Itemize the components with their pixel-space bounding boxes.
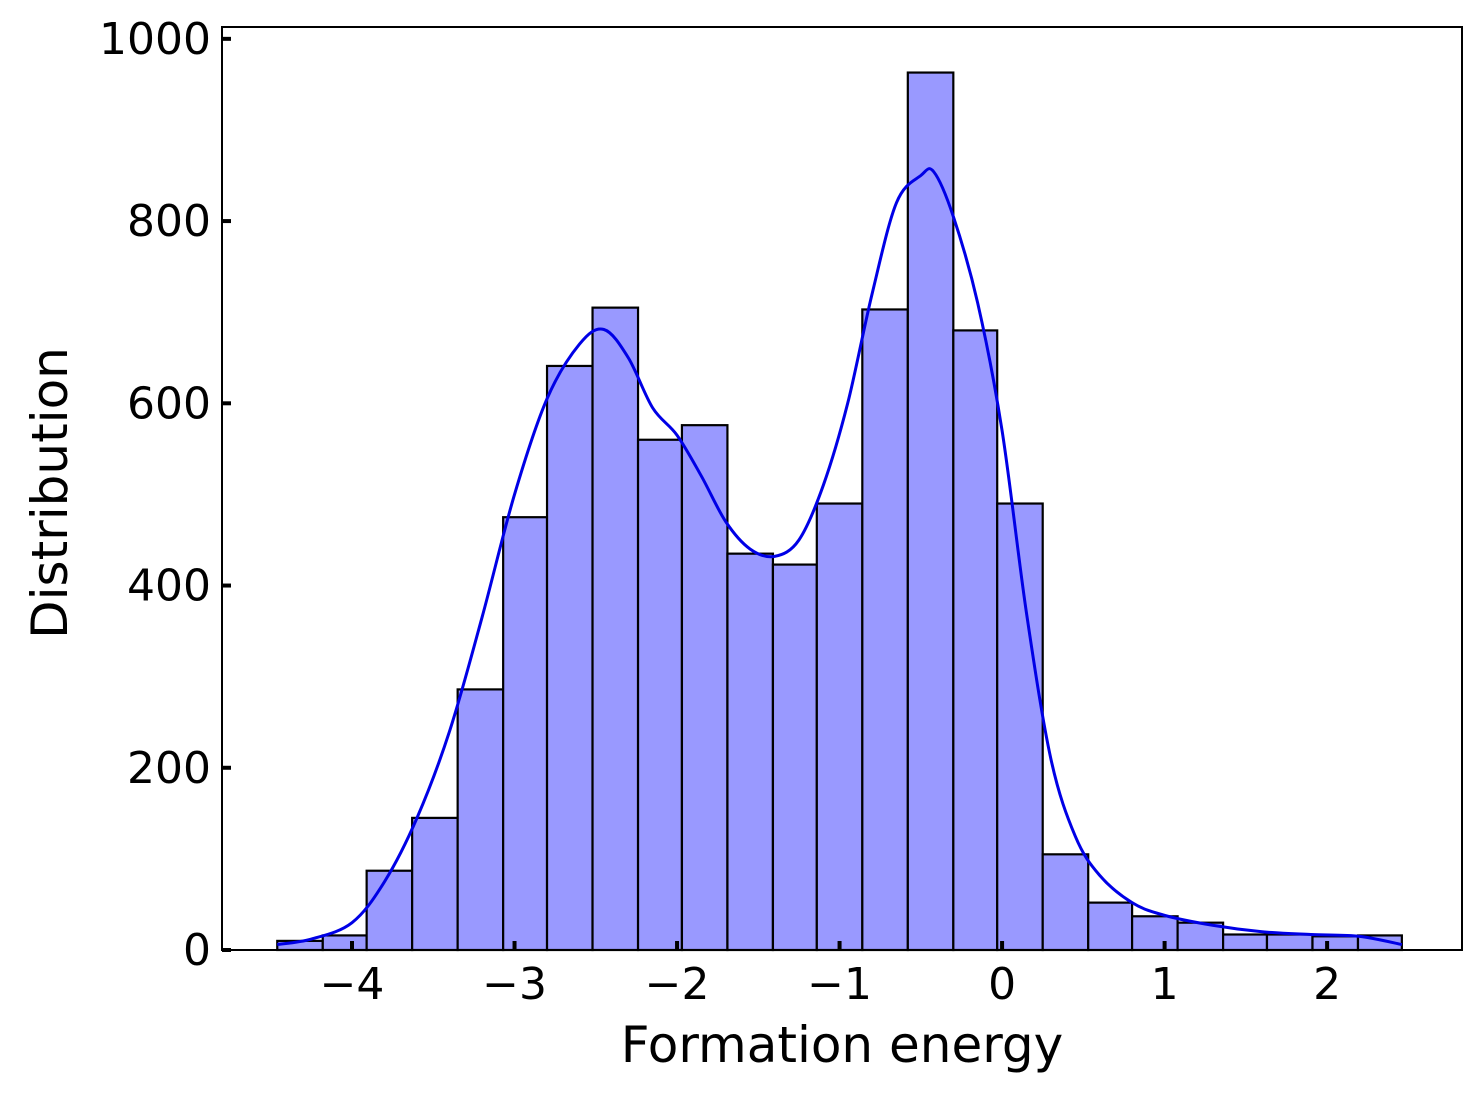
histogram-bar-22 [1222, 933, 1269, 952]
histogram-bar-15 [906, 71, 955, 952]
y-tick-label: 200 [127, 743, 211, 794]
x-tick-label: 2 [1313, 959, 1341, 1010]
x-tick-label: −1 [807, 959, 872, 1010]
histogram-bar-11 [726, 552, 775, 952]
histogram-bar-10 [680, 424, 729, 952]
y-tick-label: 400 [127, 561, 211, 612]
x-axis-ticks: −4 −3 −2 −1 0 1 2 [320, 941, 1341, 1010]
x-tick-label: −3 [482, 959, 547, 1010]
histogram-bar-14 [861, 308, 909, 952]
y-axis-ticks: 0 200 400 600 800 1000 [99, 14, 231, 976]
histogram-bar-19 [1087, 901, 1134, 952]
x-tick-label: −4 [320, 959, 385, 1010]
histogram-bar-18 [1041, 853, 1090, 952]
histogram-bar-17 [996, 502, 1044, 952]
histogram-bar-23 [1265, 933, 1314, 952]
histogram-bar-2 [321, 934, 368, 952]
histogram-bar-24 [1311, 935, 1360, 952]
histogram-bar-9 [636, 438, 684, 952]
histogram-bar-20 [1130, 915, 1179, 952]
histogram-bar-13 [815, 502, 864, 952]
kde-curve [277, 167, 1403, 947]
y-tick-label: 800 [127, 196, 211, 247]
y-tick-label: 1000 [99, 14, 211, 65]
histogram-bar-12 [771, 563, 818, 952]
histogram-bar-4 [411, 816, 459, 952]
x-tick-label: −2 [645, 959, 710, 1010]
histogram-bars [276, 71, 1403, 952]
histogram-bar-8 [591, 306, 640, 952]
histogram-bar-3 [365, 869, 414, 952]
x-axis-label: Formation energy [621, 1016, 1063, 1074]
x-tick-label: 0 [988, 959, 1016, 1010]
histogram-bar-16 [952, 329, 999, 952]
histogram-bar-5 [456, 688, 505, 952]
y-tick-label: 600 [127, 378, 211, 429]
histogram-bar-6 [502, 516, 549, 952]
plot-frame [221, 26, 1463, 951]
x-tick-label: 1 [1151, 959, 1179, 1010]
y-axis-label: Distribution [21, 347, 79, 639]
histogram-bar-7 [545, 364, 594, 952]
y-tick-label: 0 [183, 925, 211, 976]
